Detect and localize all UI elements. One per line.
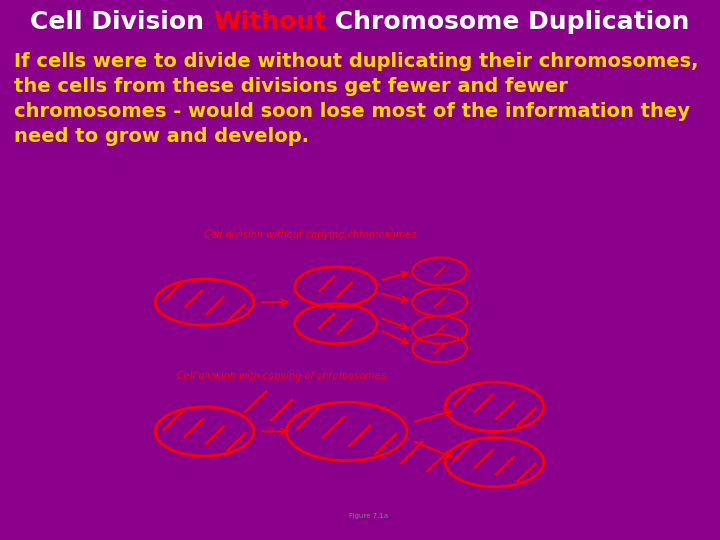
Text: Without: Without: [213, 10, 326, 33]
Text: Cell Division: Cell Division: [30, 10, 213, 33]
Text: Figure 7.1a: Figure 7.1a: [349, 512, 388, 518]
Text: Cell division with copying of chromosomes: Cell division with copying of chromosome…: [177, 371, 386, 381]
Text: Cell division without copying chromosomes: Cell division without copying chromosome…: [204, 230, 417, 240]
Text: If cells were to divide without duplicating their chromosomes,
the cells from th: If cells were to divide without duplicat…: [14, 52, 699, 146]
Text: Chromosome Duplication: Chromosome Duplication: [326, 10, 690, 33]
